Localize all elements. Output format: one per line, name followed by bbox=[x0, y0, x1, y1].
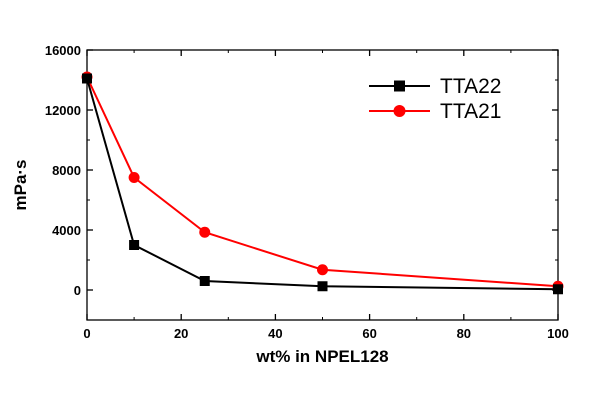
y-tick-label: 0 bbox=[74, 283, 81, 298]
x-tick-label: 0 bbox=[83, 326, 90, 341]
data-point-tta22 bbox=[317, 281, 328, 292]
x-tick-label: 80 bbox=[457, 326, 471, 341]
data-point-tta21 bbox=[317, 264, 328, 276]
data-point-tta22 bbox=[129, 240, 140, 250]
x-tick-label: 100 bbox=[547, 326, 569, 341]
y-tick-label: 8000 bbox=[52, 163, 81, 178]
x-tick-label: 40 bbox=[268, 326, 282, 341]
y-tick-label: 12000 bbox=[45, 103, 81, 118]
data-point-tta22 bbox=[199, 276, 210, 286]
legend-item-tta21: TTA21 bbox=[369, 100, 501, 123]
legend-marker-tta21 bbox=[393, 105, 406, 117]
legend-item-tta22: TTA22 bbox=[369, 75, 501, 98]
x-tick-label: 60 bbox=[362, 326, 376, 341]
x-axis-title: wt% in NPEL128 bbox=[255, 347, 388, 366]
y-tick-label: 4000 bbox=[52, 223, 81, 238]
x-axis: 0 20 40 60 80 100 bbox=[83, 50, 569, 341]
data-point-tta22 bbox=[82, 73, 92, 84]
legend-marker-tta22 bbox=[394, 80, 405, 92]
series-layer bbox=[81, 71, 564, 295]
data-point-tta21 bbox=[128, 172, 140, 183]
data-point-tta21 bbox=[199, 226, 211, 238]
data-point-tta22 bbox=[553, 284, 563, 295]
y-axis-title: mPa·s bbox=[11, 159, 30, 210]
y-axis: 0 4000 8000 12000 16000 bbox=[45, 43, 558, 298]
series-tta22 bbox=[82, 73, 563, 295]
legend-label-tta22: TTA22 bbox=[440, 75, 501, 98]
legend-label-tta21: TTA21 bbox=[440, 100, 501, 123]
y-tick-label: 16000 bbox=[45, 43, 81, 58]
x-tick-label: 20 bbox=[174, 326, 188, 341]
